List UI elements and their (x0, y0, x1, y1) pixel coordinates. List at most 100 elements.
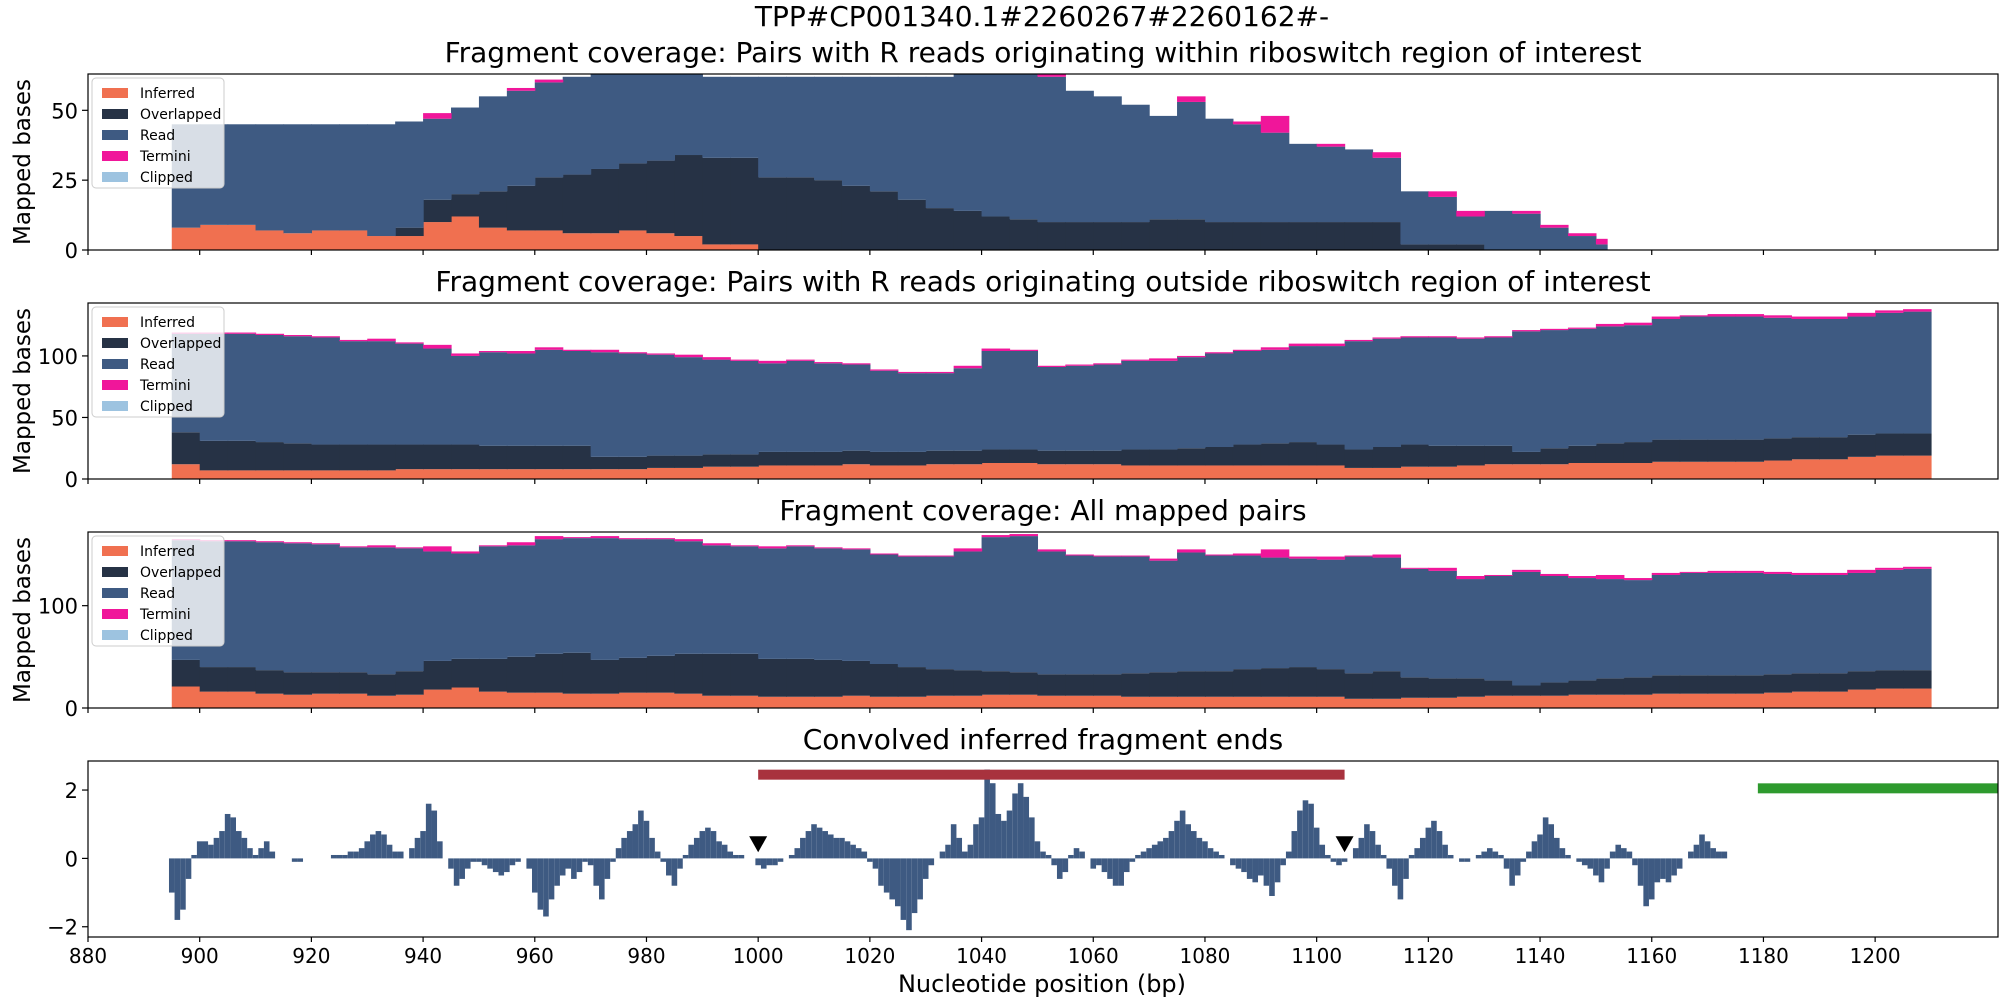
conv-bar (626, 831, 633, 859)
conv-bar (437, 841, 443, 859)
legend-swatch-clipped (102, 172, 128, 182)
coverage-segment-overlapped (562, 174, 592, 234)
coverage-segment-read (1484, 337, 1513, 446)
conv-bar (1202, 841, 1208, 859)
coverage-segment-read (1847, 316, 1876, 435)
x-tick-label: 1180 (1738, 944, 1789, 968)
coverage-segment-inferred (1567, 463, 1597, 479)
conv-bar (1392, 858, 1398, 886)
conv-bar (330, 854, 337, 859)
coverage-segment-read (1400, 568, 1429, 678)
legend-swatch-termini (102, 609, 128, 619)
legend-swatch-termini (102, 151, 128, 161)
coverage-segment-inferred (1540, 464, 1569, 479)
coverage-segment-termini (423, 113, 452, 119)
coverage-segment-inferred (674, 236, 703, 250)
coverage-segment-read (1567, 328, 1597, 446)
coverage-segment-overlapped (1093, 674, 1122, 696)
conv-bar (487, 858, 493, 869)
conv-bar (1464, 858, 1471, 862)
conv-bar (995, 813, 1002, 859)
coverage-segment-read (897, 76, 927, 200)
coverage-segment-overlapped (897, 667, 927, 697)
coverage-segment-read (1121, 104, 1150, 223)
coverage-segment-overlapped (255, 670, 285, 694)
conv-bar (1140, 851, 1147, 859)
coverage-segment-termini (1372, 152, 1402, 158)
conv-bar (1291, 831, 1298, 859)
coverage-segment-read (1512, 571, 1541, 686)
coverage-segment-termini (395, 342, 424, 344)
conv-bar (1715, 851, 1722, 859)
conv-bar (347, 851, 354, 859)
legend-swatch-inferred (102, 317, 128, 327)
conv-bar (1280, 858, 1286, 866)
coverage-segment-read (227, 541, 257, 668)
conv-bar (688, 844, 694, 859)
coverage-segment-termini (562, 349, 592, 351)
coverage-segment-read (814, 548, 843, 660)
coverage-segment-read (1567, 578, 1597, 681)
coverage-segment-termini (1484, 336, 1513, 338)
coverage-segment-overlapped (897, 451, 927, 466)
coverage-segment-read (841, 549, 871, 661)
coverage-segment-inferred (1707, 693, 1737, 708)
coverage-segment-inferred (1288, 465, 1318, 479)
coverage-segment-overlapped (1484, 445, 1513, 465)
conv-bar (1274, 858, 1281, 883)
coverage-segment-termini (1428, 567, 1457, 571)
coverage-segment-inferred (953, 464, 983, 479)
coverage-segment-overlapped (1847, 434, 1876, 457)
coverage-segment-inferred (590, 693, 620, 708)
conv-bar (1676, 858, 1683, 869)
coverage-segment-read (1875, 312, 1904, 434)
coverage-segment-read (1316, 146, 1346, 223)
coverage-segment-termini (311, 336, 340, 338)
coverage-segment-termini (1903, 309, 1932, 312)
conv-bar (1308, 803, 1314, 859)
coverage-segment-read (1372, 557, 1402, 672)
coverage-segment-read (1009, 74, 1039, 220)
coverage-segment-overlapped (1875, 670, 1904, 689)
conv-bar (1056, 858, 1063, 879)
conv-bar (1258, 858, 1264, 876)
coverage-segment-read (925, 76, 955, 209)
coverage-segment-inferred (1791, 459, 1820, 479)
conv-bar (800, 837, 806, 859)
conv-bar (526, 858, 532, 869)
legend-swatch-inferred (102, 546, 128, 556)
coverage-segment-inferred (395, 236, 424, 250)
coverage-segment-read (534, 82, 564, 178)
coverage-segment-termini (758, 360, 787, 364)
legend-swatch-clipped (102, 401, 128, 411)
coverage-segment-read (730, 76, 759, 158)
coverage-segment-read (311, 544, 340, 673)
panel-1: 0 25 50 Fragment coverage: Pairs with R rea… (10, 36, 1999, 263)
coverage-segment-read (981, 74, 1011, 217)
y-axis-label: Mapped bases (10, 79, 36, 245)
coverage-segment-termini (1875, 567, 1904, 570)
conv-bar (755, 858, 761, 866)
panel-title: Convolved inferred fragment ends (803, 723, 1284, 756)
coverage-segment-termini (869, 553, 899, 555)
coverage-segment-overlapped (841, 185, 871, 250)
panel-title: Fragment coverage: Pairs with R reads or… (435, 265, 1650, 298)
coverage-segment-read (367, 341, 396, 445)
coverage-segment-inferred (1819, 691, 1848, 708)
conv-bar (1615, 844, 1622, 859)
coverage-segment-inferred (227, 691, 257, 708)
coverage-segment-termini (1316, 556, 1346, 560)
series-inferred (171, 686, 1932, 708)
coverage-segment-read (730, 546, 759, 654)
coverage-segment-termini (758, 546, 787, 549)
y-tick-label: −2 (47, 916, 78, 940)
coverage-segment-read (758, 548, 787, 659)
coverage-segment-read (702, 76, 731, 158)
coverage-segment-inferred (255, 693, 285, 708)
coverage-segment-read (1149, 560, 1178, 673)
coverage-segment-termini (562, 537, 592, 539)
conv-bar (1364, 824, 1370, 859)
legend-label-overlapped: Overlapped (140, 565, 221, 581)
coverage-segment-overlapped (534, 445, 564, 470)
coverage-segment-inferred (395, 694, 424, 708)
